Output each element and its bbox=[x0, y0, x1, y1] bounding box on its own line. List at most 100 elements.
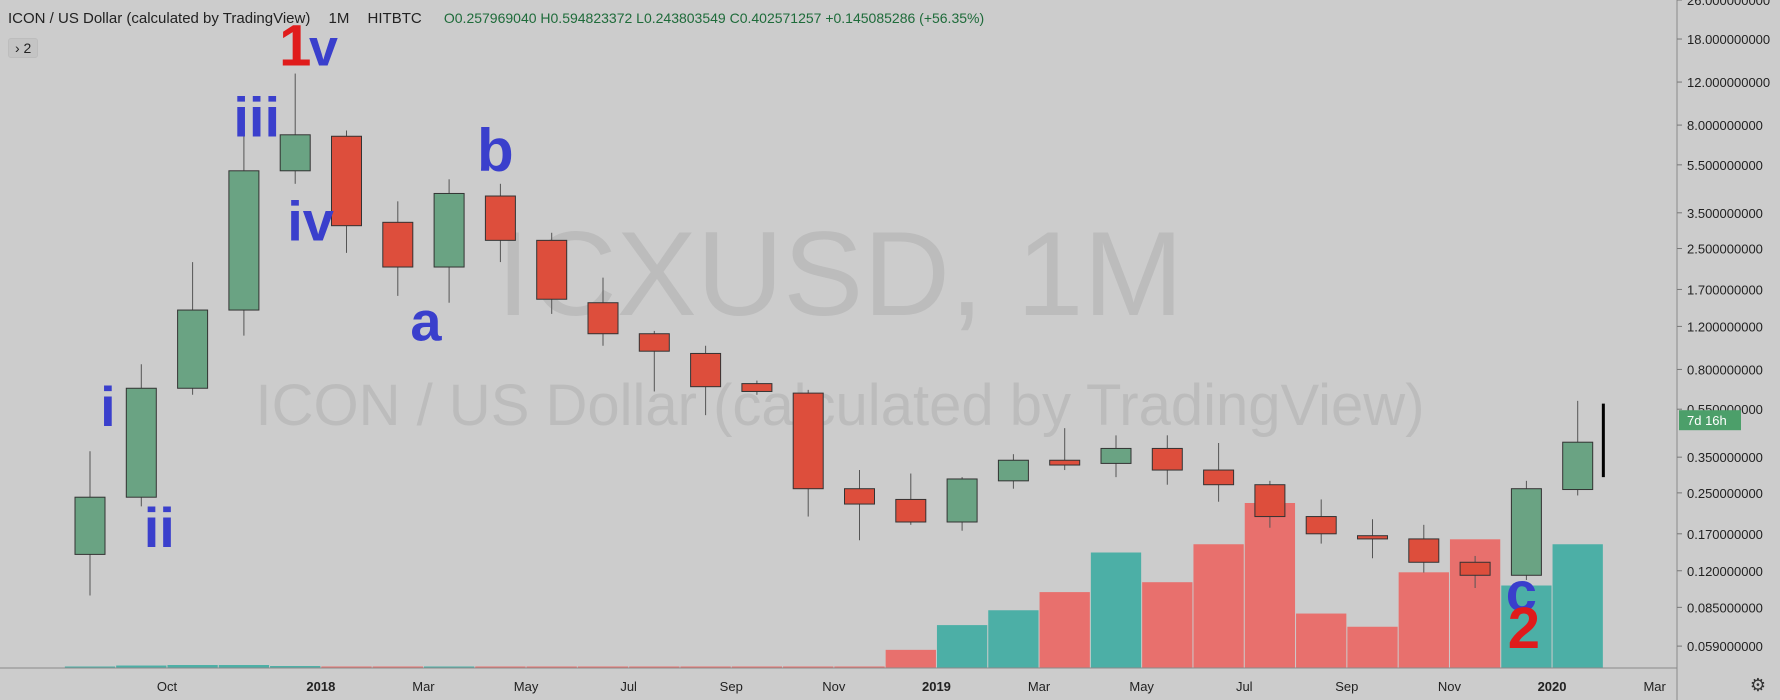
volume-bar bbox=[423, 666, 475, 668]
price-tick-label: 0.250000000 bbox=[1687, 486, 1763, 501]
candle-body bbox=[638, 333, 670, 352]
volume-bar bbox=[936, 625, 988, 668]
volume-bar bbox=[1142, 582, 1193, 668]
wave-label: i bbox=[100, 375, 116, 438]
candle[interactable] bbox=[741, 380, 773, 395]
candle[interactable] bbox=[997, 454, 1029, 489]
candle-body bbox=[690, 352, 722, 388]
candle[interactable] bbox=[1100, 435, 1132, 478]
candle-body bbox=[1510, 488, 1542, 576]
time-tick-label: Mar bbox=[1028, 679, 1051, 694]
price-tick-label: 0.800000000 bbox=[1687, 362, 1763, 377]
countdown-label: 7d 16h bbox=[1687, 413, 1727, 428]
candle[interactable] bbox=[1357, 519, 1388, 559]
candle-body bbox=[536, 239, 568, 300]
candle[interactable] bbox=[844, 470, 875, 541]
watermark-name: ICON / US Dollar (calculated by TradingV… bbox=[255, 373, 1424, 438]
candle-body bbox=[741, 383, 773, 392]
indicator-toggle-button[interactable]: › 2 bbox=[8, 38, 39, 58]
interval-label[interactable]: 1M bbox=[328, 10, 350, 27]
candle[interactable] bbox=[792, 389, 824, 517]
countdown-badge bbox=[1679, 410, 1741, 431]
candle[interactable] bbox=[536, 232, 568, 314]
volume-bar bbox=[1501, 585, 1552, 668]
candle-body bbox=[433, 192, 465, 268]
candle[interactable] bbox=[1151, 435, 1183, 485]
exchange-label: HITBTC bbox=[367, 10, 422, 27]
volume-bar bbox=[731, 666, 783, 668]
symbol-header: ICON / US Dollar (calculated by TradingV… bbox=[8, 10, 984, 27]
time-tick-label: Jul bbox=[1236, 679, 1253, 694]
volume-bar bbox=[885, 649, 936, 668]
wave-label: b bbox=[477, 117, 514, 184]
volume-bar bbox=[680, 666, 731, 668]
candle[interactable] bbox=[228, 131, 260, 336]
candle-body bbox=[587, 302, 619, 335]
candle[interactable] bbox=[1459, 555, 1491, 589]
candle[interactable] bbox=[484, 183, 516, 263]
volume-bar bbox=[64, 666, 116, 668]
candle[interactable] bbox=[382, 201, 414, 296]
candle[interactable] bbox=[1049, 428, 1081, 471]
volume-bar bbox=[1244, 503, 1296, 668]
volume-bar bbox=[1039, 592, 1090, 668]
candle-body bbox=[1305, 516, 1337, 535]
candle[interactable] bbox=[587, 277, 619, 346]
candle-body bbox=[1151, 447, 1183, 471]
gear-icon[interactable]: ⚙ bbox=[1749, 675, 1766, 695]
volume-bar bbox=[372, 666, 423, 668]
candle[interactable] bbox=[1254, 480, 1286, 528]
candle[interactable] bbox=[895, 473, 927, 525]
candle[interactable] bbox=[690, 345, 722, 416]
candle[interactable] bbox=[946, 477, 978, 531]
candle[interactable] bbox=[433, 179, 465, 303]
price-tick-label: 2.500000000 bbox=[1687, 242, 1763, 257]
price-tick-label: 3.500000000 bbox=[1687, 206, 1763, 221]
volume-bar bbox=[1296, 613, 1347, 668]
candle[interactable] bbox=[638, 330, 670, 392]
volume-bar bbox=[834, 666, 885, 668]
volume-bar bbox=[1090, 552, 1142, 668]
candle[interactable] bbox=[125, 364, 157, 507]
price-tick-label: 1.200000000 bbox=[1687, 319, 1763, 334]
time-tick-label: Mar bbox=[412, 679, 435, 694]
volume-bar bbox=[1193, 544, 1244, 668]
candle[interactable] bbox=[177, 262, 209, 395]
time-tick-label: Nov bbox=[1438, 679, 1462, 694]
symbol-name[interactable]: ICON / US Dollar (calculated by TradingV… bbox=[8, 10, 311, 27]
wave-label: c bbox=[1506, 560, 1537, 623]
price-tick-label: 0.085000000 bbox=[1687, 600, 1763, 615]
price-tick-label: 5.500000000 bbox=[1687, 158, 1763, 173]
volume-bar bbox=[1398, 572, 1449, 668]
wave-label: 2 bbox=[1508, 596, 1540, 661]
time-tick-label: Sep bbox=[1335, 679, 1358, 694]
candle[interactable] bbox=[1203, 442, 1235, 502]
price-axis[interactable] bbox=[1677, 0, 1780, 700]
candle-body bbox=[1254, 484, 1286, 518]
candle[interactable] bbox=[1562, 400, 1594, 496]
volume-bar bbox=[321, 666, 372, 668]
candle-body bbox=[382, 221, 414, 268]
wave-label: 1 bbox=[279, 14, 311, 79]
candle-body bbox=[125, 387, 157, 498]
candle-body bbox=[331, 135, 362, 227]
candle[interactable] bbox=[279, 73, 311, 184]
volume-bar bbox=[629, 666, 680, 668]
candle[interactable] bbox=[1305, 499, 1337, 544]
candle[interactable] bbox=[1408, 524, 1440, 573]
volume-bar bbox=[1347, 626, 1398, 668]
time-tick-label: Nov bbox=[822, 679, 846, 694]
candle-body bbox=[946, 478, 978, 523]
candle-body bbox=[844, 488, 875, 505]
candle[interactable] bbox=[331, 130, 362, 253]
candle[interactable] bbox=[74, 451, 106, 596]
volume-bar bbox=[988, 610, 1039, 668]
candle[interactable] bbox=[1510, 480, 1542, 580]
candle-body bbox=[1203, 469, 1235, 486]
wave-label: ii bbox=[144, 496, 175, 559]
price-tick-label: 0.170000000 bbox=[1687, 527, 1763, 542]
time-tick-label: 2020 bbox=[1538, 679, 1567, 694]
volume-bar bbox=[783, 666, 834, 668]
candle-body bbox=[792, 392, 824, 490]
